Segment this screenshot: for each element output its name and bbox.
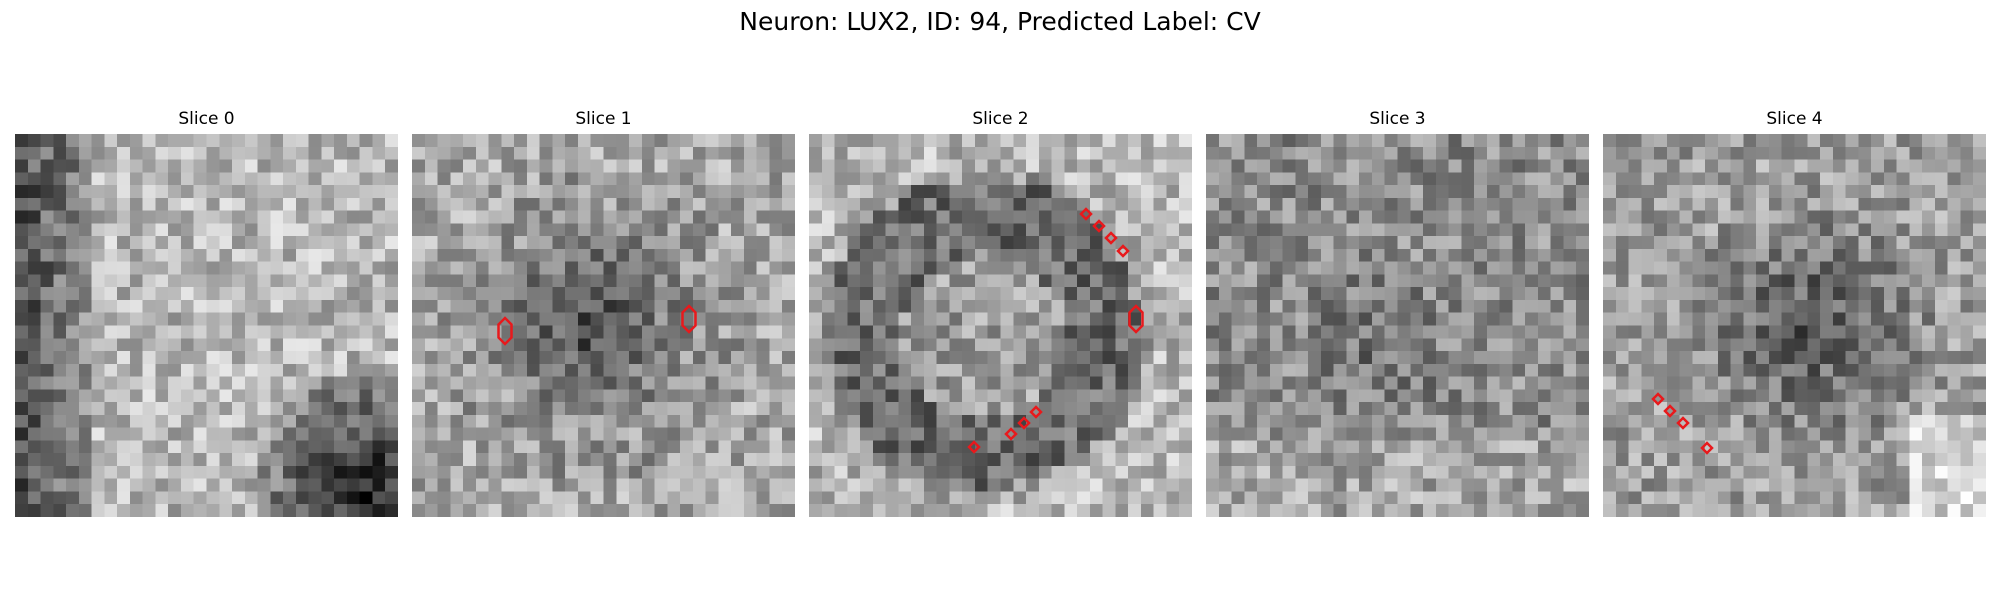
slice-title: Slice 2	[972, 109, 1029, 129]
red-contour-marker	[1104, 231, 1118, 245]
red-contour-marker	[1651, 392, 1665, 406]
red-contour-marker	[1663, 404, 1677, 418]
slice-title: Slice 1	[575, 109, 632, 129]
red-contour-marker	[1128, 304, 1144, 334]
figure-title: Neuron: LUX2, ID: 94, Predicted Label: C…	[739, 7, 1261, 36]
slice-image-3	[1206, 134, 1589, 517]
red-contour-marker	[1116, 244, 1130, 258]
red-contour-marker	[497, 316, 513, 346]
red-contour-marker	[1700, 441, 1714, 455]
red-contour-marker	[1676, 416, 1690, 430]
red-contour-marker	[1004, 427, 1018, 441]
slice-image-4	[1603, 134, 1986, 517]
slice-image-0	[15, 134, 398, 517]
slice-title: Slice 4	[1766, 109, 1823, 129]
red-contour-marker	[1079, 207, 1093, 221]
red-contour-marker	[1017, 416, 1031, 430]
slice-image-1	[412, 134, 795, 517]
red-contour-marker	[681, 304, 697, 334]
slice-title: Slice 0	[178, 109, 235, 129]
slice-image-2	[809, 134, 1192, 517]
red-contour-marker	[1092, 219, 1106, 233]
slice-title: Slice 3	[1369, 109, 1426, 129]
red-contour-marker	[1029, 405, 1043, 419]
red-contour-marker	[967, 440, 981, 454]
